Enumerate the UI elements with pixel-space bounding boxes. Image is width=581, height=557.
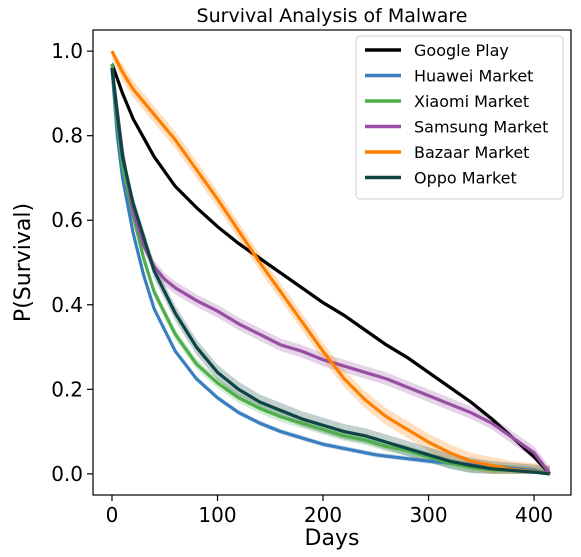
oppo-market-legend-label: Oppo Market (414, 169, 517, 188)
huawei-market-line (110, 67, 551, 476)
y-axis-ticks: 0.0 0.2 0.4 0.6 0.8 1.0 (51, 39, 93, 486)
y-axis-label: P(Survival) (11, 203, 36, 322)
samsung-market-legend-label: Samsung Market (414, 118, 548, 137)
google-play-line (110, 63, 552, 475)
plot-frame (92, 29, 572, 496)
y-tick-label: 0.6 (51, 208, 83, 232)
y-tick-label: 0.8 (51, 124, 83, 148)
legend-box (355, 35, 564, 200)
xiaomi-market-line (110, 63, 551, 476)
x-tick-label: 400 (515, 503, 553, 527)
series-lines (110, 50, 552, 476)
legend: Google Play Huawei Market Xiaomi Market Sam… (355, 35, 564, 200)
y-tick-label: 1.0 (51, 39, 83, 63)
samsung-market-line (110, 67, 552, 475)
bazaar-market-line (110, 50, 551, 476)
x-tick-label: 300 (409, 503, 447, 527)
bazaar-market-legend-label: Bazaar Market (414, 143, 529, 162)
x-axis-label: Days (305, 526, 360, 551)
y-tick-label: 0.2 (51, 377, 83, 401)
huawei-market-legend-label: Huawei Market (414, 67, 533, 86)
google-play-legend-label: Google Play (414, 41, 509, 60)
x-axis-ticks: 0 100 200 300 400 (106, 495, 553, 527)
xiaomi-market-legend-label: Xiaomi Market (414, 92, 529, 111)
y-tick-label: 0.0 (51, 462, 83, 486)
chart-title: Survival Analysis of Malware (197, 5, 468, 27)
oppo-market-band (111, 60, 550, 474)
oppo-market-line (110, 67, 551, 476)
y-tick-label: 0.4 (51, 293, 83, 317)
x-tick-label: 200 (304, 503, 342, 527)
x-tick-label: 100 (198, 503, 236, 527)
x-tick-label: 0 (106, 503, 119, 527)
